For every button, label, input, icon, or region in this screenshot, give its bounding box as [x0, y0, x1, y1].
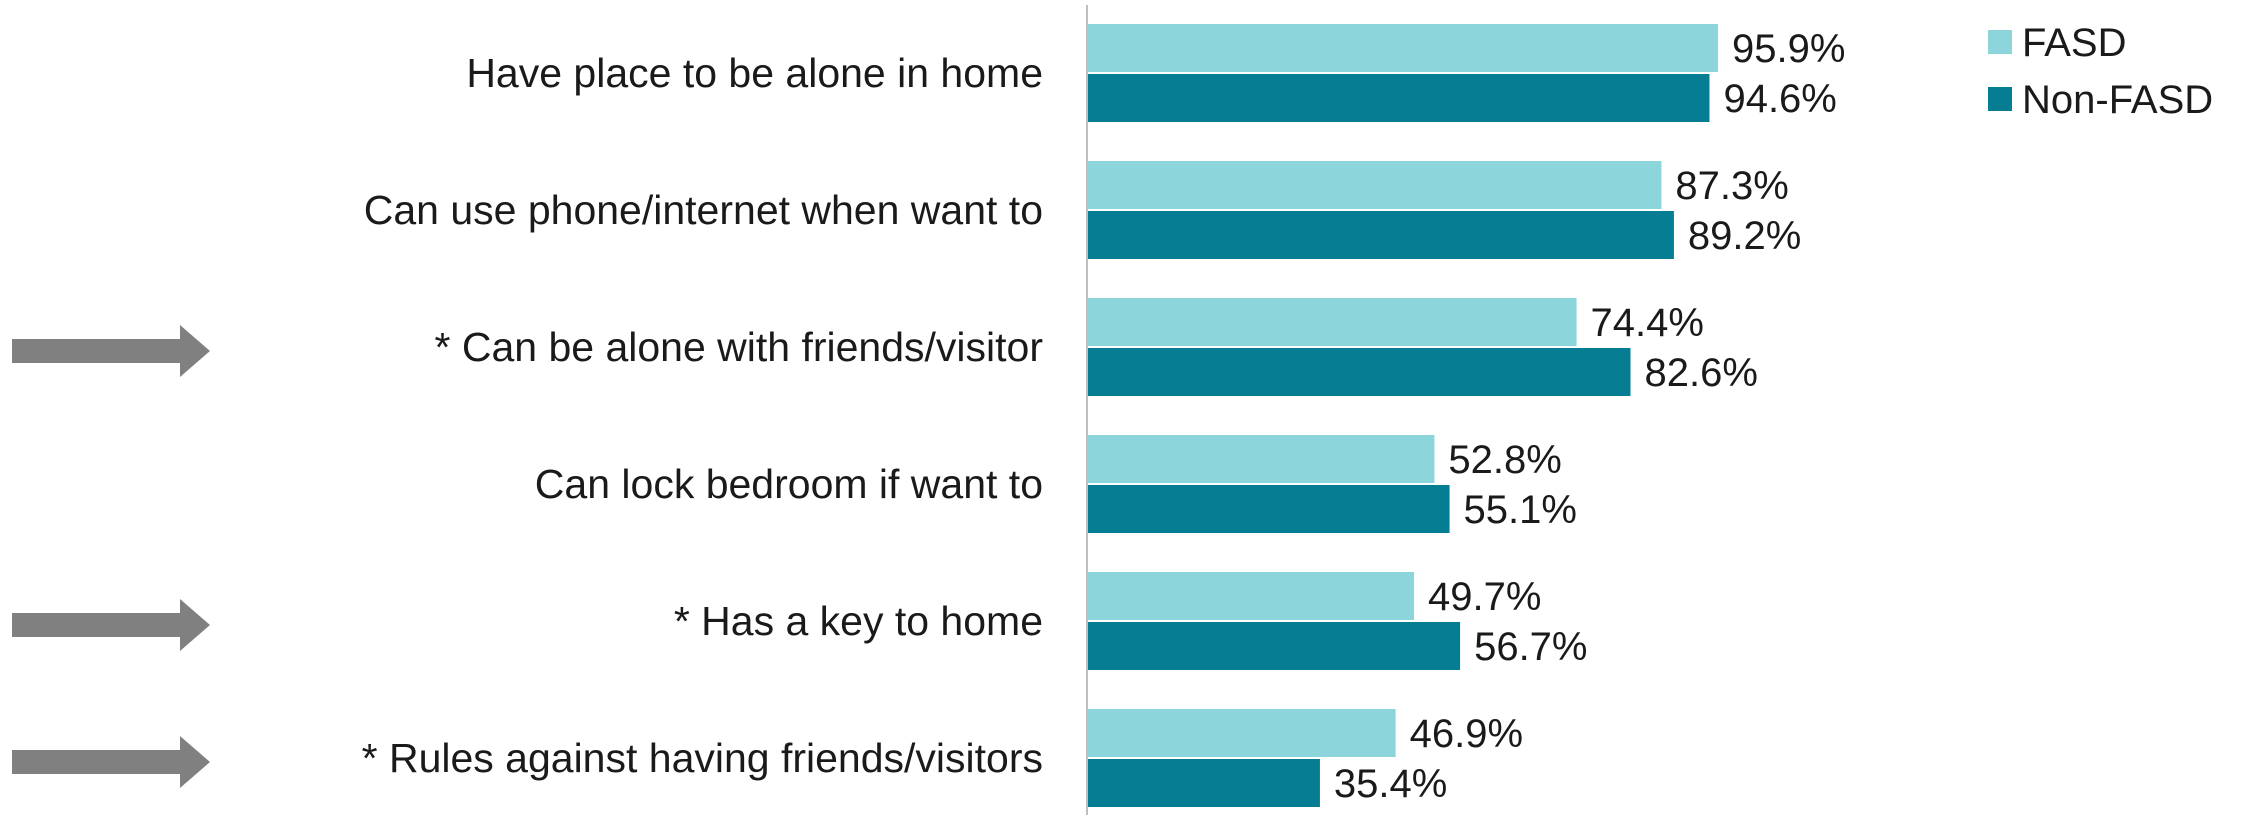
category-label: * Rules against having friends/visitors [362, 735, 1043, 781]
bar-fasd [1087, 24, 1719, 72]
data-label: 74.4% [1591, 301, 1704, 345]
data-label: 49.7% [1428, 575, 1541, 619]
bar-fasd [1087, 709, 1396, 757]
data-label: 35.4% [1334, 762, 1447, 806]
data-label: 55.1% [1464, 488, 1577, 532]
arrow-icon [12, 325, 210, 377]
bar-non-fasd [1087, 211, 1674, 259]
arrow-group [12, 325, 210, 788]
data-label: 94.6% [1723, 77, 1836, 121]
arrow-icon [12, 599, 210, 651]
data-label: 46.9% [1410, 712, 1523, 756]
legend-swatch [1988, 30, 2012, 54]
category-label: * Has a key to home [674, 598, 1043, 644]
value-labels: 95.9% 94.6% 87.3% 89.2% 74.4% 82.6% 52.8% 55.1%… [1334, 27, 1846, 806]
category-label: Have place to be alone in home [466, 50, 1043, 96]
legend-swatch [1988, 87, 2012, 111]
arrow-icon [12, 736, 210, 788]
bar-non-fasd [1087, 759, 1320, 807]
bar-non-fasd [1087, 485, 1450, 533]
bar-fasd [1087, 435, 1435, 483]
data-label: 87.3% [1675, 164, 1788, 208]
category-label: * Can be alone with friends/visitor [435, 324, 1043, 370]
data-label: 89.2% [1688, 214, 1801, 258]
bar-fasd [1087, 298, 1577, 346]
legend-label: Non-FASD [2022, 78, 2213, 122]
legend-label: FASD [2022, 21, 2126, 65]
data-label: 56.7% [1474, 625, 1587, 669]
data-label: 95.9% [1732, 27, 1845, 71]
category-label: Can lock bedroom if want to [535, 461, 1043, 507]
bar-fasd [1087, 572, 1415, 620]
data-label: 82.6% [1645, 351, 1758, 395]
bar-non-fasd [1087, 74, 1710, 122]
category-labels: Have place to be alone in home Can use ph… [362, 50, 1043, 781]
data-label: 52.8% [1448, 438, 1561, 482]
legend: FASD Non-FASD [1988, 21, 2213, 122]
bar-fasd [1087, 161, 1662, 209]
category-label: Can use phone/internet when want to [364, 187, 1043, 233]
bars [1087, 24, 1719, 807]
bar-non-fasd [1087, 622, 1461, 670]
bar-non-fasd [1087, 348, 1631, 396]
